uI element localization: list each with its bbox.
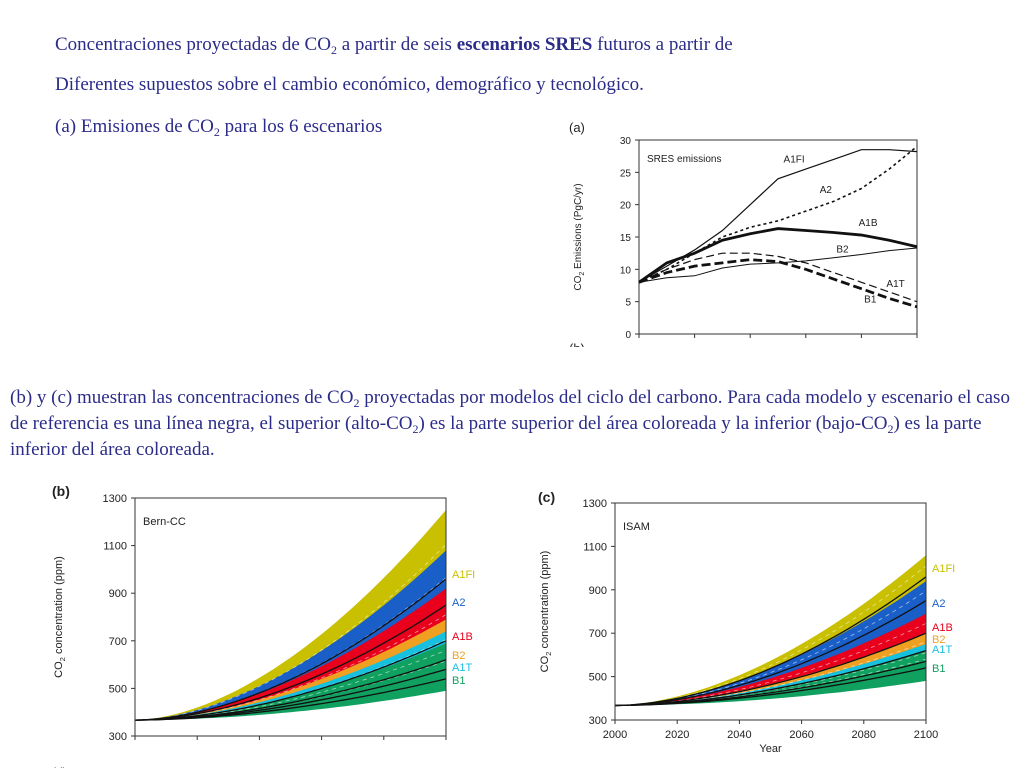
area-b1 <box>135 643 446 721</box>
legend-label-a2: A2 <box>932 598 945 610</box>
reference-line-a2 <box>614 600 927 707</box>
reference-line-a1fi <box>614 576 927 707</box>
para-part-4: ) es la parte inferior del área coloread… <box>10 413 982 460</box>
intro-line-3-pre: (a) Emisiones de CO <box>55 116 214 137</box>
intro-line-1-mid: a partir de seis <box>336 34 457 55</box>
intro-line-1-subscript: 2 <box>330 43 337 57</box>
para-sub-3: 2 <box>887 422 894 436</box>
reference-line-a1fi <box>134 578 447 721</box>
isam-chart: (c) 300 500 700 900 1100 1300 2000 2020 2040 2060 2… <box>538 489 955 755</box>
legend-label-b1: B1 <box>932 663 945 675</box>
plot-frame <box>134 497 447 737</box>
series-label-a2: A2 <box>820 185 833 196</box>
y-tick-label-300: 300 <box>109 731 127 743</box>
para-sub-2: 2 <box>412 422 419 436</box>
panel-label-c: (c) <box>538 489 555 505</box>
para-part-3: ) es la parte superior del área coloread… <box>418 413 888 434</box>
y-tick-label-25: 25 <box>620 168 632 179</box>
intro-line-1-pre: Concentraciones proyectadas de CO <box>55 34 331 55</box>
chart-title: Bern-CC <box>143 516 186 528</box>
intro-line-1-bold: escenarios SRES <box>456 34 593 55</box>
series-line-a2 <box>638 145 918 283</box>
y-tick-label-1300: 1300 <box>583 498 607 510</box>
y-tick-label-30: 30 <box>620 136 632 147</box>
legend-label-b1: B1 <box>452 675 465 687</box>
x-tick-label-2100: 2100 <box>914 729 938 741</box>
intro-line-3-post: para los 6 escenarios <box>219 116 383 137</box>
description-paragraph: (b) y (c) muestran las concentraciones d… <box>10 385 1010 463</box>
y-axis-label: CO2 concentration (ppm) <box>539 551 553 673</box>
legend-label-a1t: A1T <box>452 662 472 674</box>
para-part-2: proyectadas por modelos del ciclo del ca… <box>10 387 1010 434</box>
x-axis-label: Year <box>759 743 782 755</box>
legend-label-a1b: A1B <box>932 622 953 634</box>
y-axis-label: CO2 Emissions (PgC/yr) <box>573 183 586 290</box>
series-line-b2 <box>638 247 918 283</box>
panel-label-a: (a) <box>569 120 585 135</box>
intro-line-3: (a) Emisiones de CO2 para los 6 escenari… <box>55 116 382 138</box>
series-label-b1: B1 <box>864 294 877 305</box>
legend-label-a2: A2 <box>452 597 465 609</box>
series-label-a1fi: A1FI <box>784 155 805 166</box>
y-tick-label-300: 300 <box>589 715 607 727</box>
series-label-a1t: A1T <box>886 279 904 290</box>
title-background <box>139 509 209 531</box>
series-line-b1 <box>638 258 918 309</box>
legend-label-a1fi: A1FI <box>932 563 955 575</box>
intro-line-1: Concentraciones proyectadas de CO2 a par… <box>55 34 733 56</box>
reference-line-b1 <box>614 667 927 707</box>
series-label-b2: B2 <box>836 245 849 256</box>
y-tick-label-900: 900 <box>589 585 607 597</box>
series-line-a1b <box>638 227 918 284</box>
x-tick-label-2060: 2060 <box>789 729 813 741</box>
y-tick-label-5: 5 <box>625 298 631 309</box>
y-tick-label-1100: 1100 <box>103 541 127 553</box>
y-tick-label-20: 20 <box>620 201 632 212</box>
series-line-a1t <box>638 252 918 303</box>
title-background <box>619 514 689 536</box>
bern-cc-chart: (b) 300 500 700 900 1100 1300 CO2 concentration… <box>52 483 475 768</box>
legend-label-a1b: A1B <box>452 631 473 643</box>
chart-title: ISAM <box>623 521 650 533</box>
y-tick-label-10: 10 <box>620 265 632 276</box>
legend-label-a1fi: A1FI <box>452 569 475 581</box>
y-axis-label: CO2 concentration (ppm) <box>53 556 67 678</box>
chart-title: SRES emissions <box>647 154 721 165</box>
reference-line-b1 <box>134 678 447 721</box>
intro-line-1-post: futuros a partir de <box>592 34 733 55</box>
y-tick-label-0: 0 <box>625 330 631 341</box>
y-tick-label-500: 500 <box>589 672 607 684</box>
legend-label-b2: B2 <box>932 634 945 646</box>
legend-label-a1t: A1T <box>932 644 952 656</box>
para-part-1: (b) y (c) muestran las concentraciones d… <box>10 387 354 408</box>
reference-line-a1b <box>134 640 447 721</box>
cut-panel-label: (d) <box>52 765 67 768</box>
para-sub-1: 2 <box>353 396 360 410</box>
y-tick-label-900: 900 <box>109 588 127 600</box>
x-tick-label-2040: 2040 <box>727 729 751 741</box>
panel-label-b: (b) <box>52 483 70 499</box>
intro-line-2: Diferentes supuestos sobre el cambio eco… <box>55 74 644 95</box>
reference-line-a1b <box>614 632 927 707</box>
reference-line-a2 <box>134 604 447 721</box>
legend-label-b2: B2 <box>452 650 465 662</box>
dashed-line-a2 <box>614 590 927 706</box>
cut-panel-label: (b) <box>569 341 585 347</box>
plot-frame <box>614 502 927 721</box>
x-tick-label-2080: 2080 <box>852 729 876 741</box>
y-tick-label-500: 500 <box>109 683 127 695</box>
dashed-line-a1fi <box>614 565 927 706</box>
y-tick-label-700: 700 <box>109 636 127 648</box>
y-tick-label-1300: 1300 <box>103 493 127 505</box>
dashed-line-a1b <box>134 614 447 721</box>
y-tick-label-700: 700 <box>589 628 607 640</box>
x-tick-label-2020: 2020 <box>665 729 689 741</box>
emissions-chart: (a) 0 5 10 15 20 25 30 CO2 Emissions (PgC/yr) SRE… <box>569 120 918 347</box>
y-tick-label-1100: 1100 <box>583 541 607 553</box>
intro-line-3-subscript: 2 <box>213 125 220 139</box>
series-label-a1b: A1B <box>859 218 878 229</box>
y-tick-label-15: 15 <box>620 233 632 244</box>
x-tick-label-2000: 2000 <box>603 729 627 741</box>
